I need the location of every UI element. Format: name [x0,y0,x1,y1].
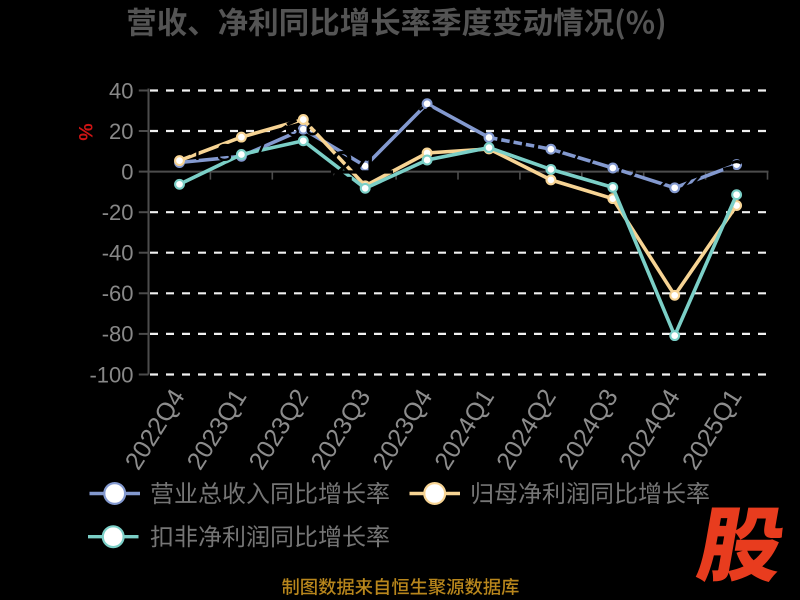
svg-text:-80: -80 [102,322,134,347]
svg-text:-40: -40 [102,241,134,266]
svg-text:24: 24 [331,142,378,189]
svg-text:20: 20 [109,119,133,144]
svg-text:-60: -60 [102,281,134,306]
svg-text:%: % [74,123,96,140]
svg-text:-100: -100 [89,362,133,387]
svg-text:-20: -20 [102,200,134,225]
svg-text:0: 0 [121,159,133,184]
svg-text:40: 40 [109,78,133,103]
